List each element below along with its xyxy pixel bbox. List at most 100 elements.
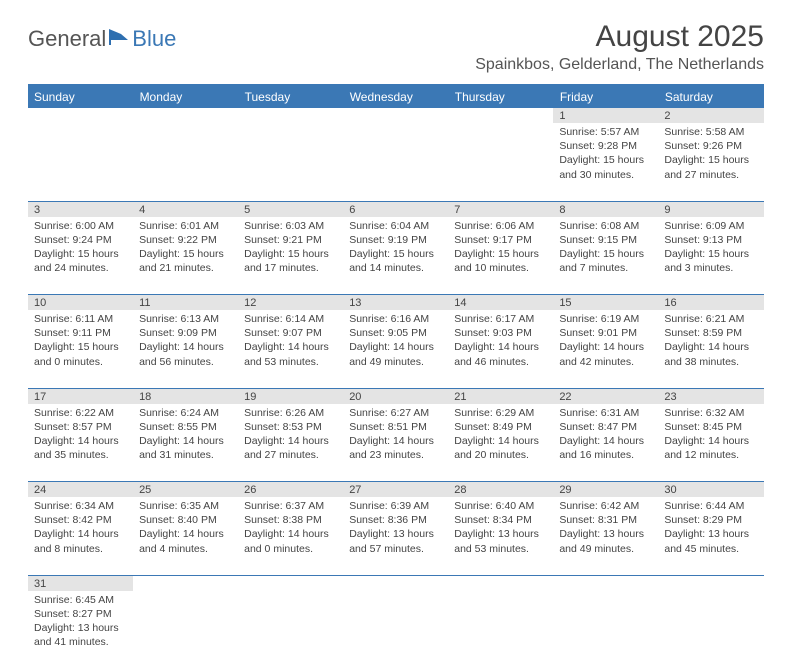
daylight-text: Daylight: 13 hours	[559, 527, 652, 541]
day-cell: Sunrise: 6:09 AMSunset: 9:13 PMDaylight:…	[658, 217, 763, 295]
sunset-text: Sunset: 8:40 PM	[139, 513, 232, 527]
daylight-text: Daylight: 15 hours	[559, 153, 652, 167]
sunset-text: Sunset: 9:09 PM	[139, 326, 232, 340]
day-number-cell: 16	[658, 295, 763, 311]
day-cell: Sunrise: 5:57 AMSunset: 9:28 PMDaylight:…	[553, 123, 658, 201]
sunset-text: Sunset: 8:38 PM	[244, 513, 337, 527]
day-content: Sunrise: 6:45 AMSunset: 8:27 PMDaylight:…	[28, 591, 133, 653]
sunrise-text: Sunrise: 6:24 AM	[139, 406, 232, 420]
day-number-cell: 15	[553, 295, 658, 311]
sunset-text: Sunset: 9:22 PM	[139, 233, 232, 247]
location: Spainkbos, Gelderland, The Netherlands	[475, 56, 764, 74]
sunrise-text: Sunrise: 6:11 AM	[34, 312, 127, 326]
daylight-text: and 49 minutes.	[559, 542, 652, 556]
daylight-text: and 7 minutes.	[559, 261, 652, 275]
sunset-text: Sunset: 8:49 PM	[454, 420, 547, 434]
day-number-row: 31	[28, 575, 764, 591]
day-content: Sunrise: 6:14 AMSunset: 9:07 PMDaylight:…	[238, 310, 343, 372]
daylight-text: and 57 minutes.	[349, 542, 442, 556]
day-number-cell: 19	[238, 388, 343, 404]
sunset-text: Sunset: 8:55 PM	[139, 420, 232, 434]
sunrise-text: Sunrise: 6:40 AM	[454, 499, 547, 513]
day-content: Sunrise: 6:01 AMSunset: 9:22 PMDaylight:…	[133, 217, 238, 279]
day-cell: Sunrise: 6:01 AMSunset: 9:22 PMDaylight:…	[133, 217, 238, 295]
day-content: Sunrise: 6:16 AMSunset: 9:05 PMDaylight:…	[343, 310, 448, 372]
weekday-header: Monday	[133, 85, 238, 108]
day-number-cell	[448, 108, 553, 123]
weekday-header: Saturday	[658, 85, 763, 108]
day-cell: Sunrise: 6:22 AMSunset: 8:57 PMDaylight:…	[28, 404, 133, 482]
day-number-cell: 12	[238, 295, 343, 311]
day-content: Sunrise: 6:19 AMSunset: 9:01 PMDaylight:…	[553, 310, 658, 372]
sunrise-text: Sunrise: 6:08 AM	[559, 219, 652, 233]
sunset-text: Sunset: 9:15 PM	[559, 233, 652, 247]
daylight-text: Daylight: 14 hours	[454, 340, 547, 354]
day-cell	[238, 591, 343, 669]
sunset-text: Sunset: 9:05 PM	[349, 326, 442, 340]
day-number-cell	[238, 108, 343, 123]
daylight-text: and 12 minutes.	[664, 448, 757, 462]
logo-flag-icon	[108, 26, 130, 52]
day-number-row: 17181920212223	[28, 388, 764, 404]
sunrise-text: Sunrise: 6:26 AM	[244, 406, 337, 420]
day-cell	[448, 123, 553, 201]
day-number-row: 24252627282930	[28, 482, 764, 498]
daylight-text: and 3 minutes.	[664, 261, 757, 275]
day-number-cell: 6	[343, 201, 448, 217]
weekday-header: Tuesday	[238, 85, 343, 108]
daylight-text: and 31 minutes.	[139, 448, 232, 462]
daylight-text: Daylight: 15 hours	[454, 247, 547, 261]
day-content: Sunrise: 6:08 AMSunset: 9:15 PMDaylight:…	[553, 217, 658, 279]
day-cell: Sunrise: 6:42 AMSunset: 8:31 PMDaylight:…	[553, 497, 658, 575]
daylight-text: and 24 minutes.	[34, 261, 127, 275]
day-cell	[28, 123, 133, 201]
daylight-text: and 16 minutes.	[559, 448, 652, 462]
day-cell	[133, 591, 238, 669]
day-content: Sunrise: 6:09 AMSunset: 9:13 PMDaylight:…	[658, 217, 763, 279]
day-content: Sunrise: 6:42 AMSunset: 8:31 PMDaylight:…	[553, 497, 658, 559]
day-number-cell: 3	[28, 201, 133, 217]
daylight-text: Daylight: 15 hours	[559, 247, 652, 261]
daylight-text: and 45 minutes.	[664, 542, 757, 556]
daylight-text: and 49 minutes.	[349, 355, 442, 369]
day-cell: Sunrise: 6:17 AMSunset: 9:03 PMDaylight:…	[448, 310, 553, 388]
day-cell: Sunrise: 6:06 AMSunset: 9:17 PMDaylight:…	[448, 217, 553, 295]
sunset-text: Sunset: 8:36 PM	[349, 513, 442, 527]
title-block: August 2025 Spainkbos, Gelderland, The N…	[475, 20, 764, 74]
weekday-header: Thursday	[448, 85, 553, 108]
day-cell: Sunrise: 6:11 AMSunset: 9:11 PMDaylight:…	[28, 310, 133, 388]
day-content: Sunrise: 6:32 AMSunset: 8:45 PMDaylight:…	[658, 404, 763, 466]
month-title: August 2025	[475, 20, 764, 54]
sunrise-text: Sunrise: 6:44 AM	[664, 499, 757, 513]
sunrise-text: Sunrise: 6:45 AM	[34, 593, 127, 607]
daylight-text: Daylight: 13 hours	[664, 527, 757, 541]
daylight-text: and 35 minutes.	[34, 448, 127, 462]
day-number-cell: 10	[28, 295, 133, 311]
day-number-cell: 21	[448, 388, 553, 404]
day-cell: Sunrise: 6:08 AMSunset: 9:15 PMDaylight:…	[553, 217, 658, 295]
daylight-text: Daylight: 14 hours	[664, 340, 757, 354]
day-cell: Sunrise: 6:40 AMSunset: 8:34 PMDaylight:…	[448, 497, 553, 575]
day-number-cell	[448, 575, 553, 591]
day-content: Sunrise: 6:31 AMSunset: 8:47 PMDaylight:…	[553, 404, 658, 466]
day-cell: Sunrise: 6:26 AMSunset: 8:53 PMDaylight:…	[238, 404, 343, 482]
sunrise-text: Sunrise: 6:22 AM	[34, 406, 127, 420]
sunrise-text: Sunrise: 6:39 AM	[349, 499, 442, 513]
day-cell: Sunrise: 6:19 AMSunset: 9:01 PMDaylight:…	[553, 310, 658, 388]
day-content: Sunrise: 6:13 AMSunset: 9:09 PMDaylight:…	[133, 310, 238, 372]
sunset-text: Sunset: 9:01 PM	[559, 326, 652, 340]
sunset-text: Sunset: 9:13 PM	[664, 233, 757, 247]
daylight-text: and 10 minutes.	[454, 261, 547, 275]
day-cell	[343, 123, 448, 201]
daylight-text: and 53 minutes.	[454, 542, 547, 556]
weekday-header: Sunday	[28, 85, 133, 108]
weekday-header-row: Sunday Monday Tuesday Wednesday Thursday…	[28, 85, 764, 108]
day-number-cell: 24	[28, 482, 133, 498]
day-cell: Sunrise: 6:14 AMSunset: 9:07 PMDaylight:…	[238, 310, 343, 388]
header: GeneralBlue August 2025 Spainkbos, Gelde…	[28, 20, 764, 74]
day-content: Sunrise: 6:26 AMSunset: 8:53 PMDaylight:…	[238, 404, 343, 466]
sunset-text: Sunset: 9:11 PM	[34, 326, 127, 340]
day-cell: Sunrise: 6:03 AMSunset: 9:21 PMDaylight:…	[238, 217, 343, 295]
day-number-cell: 26	[238, 482, 343, 498]
daylight-text: and 17 minutes.	[244, 261, 337, 275]
